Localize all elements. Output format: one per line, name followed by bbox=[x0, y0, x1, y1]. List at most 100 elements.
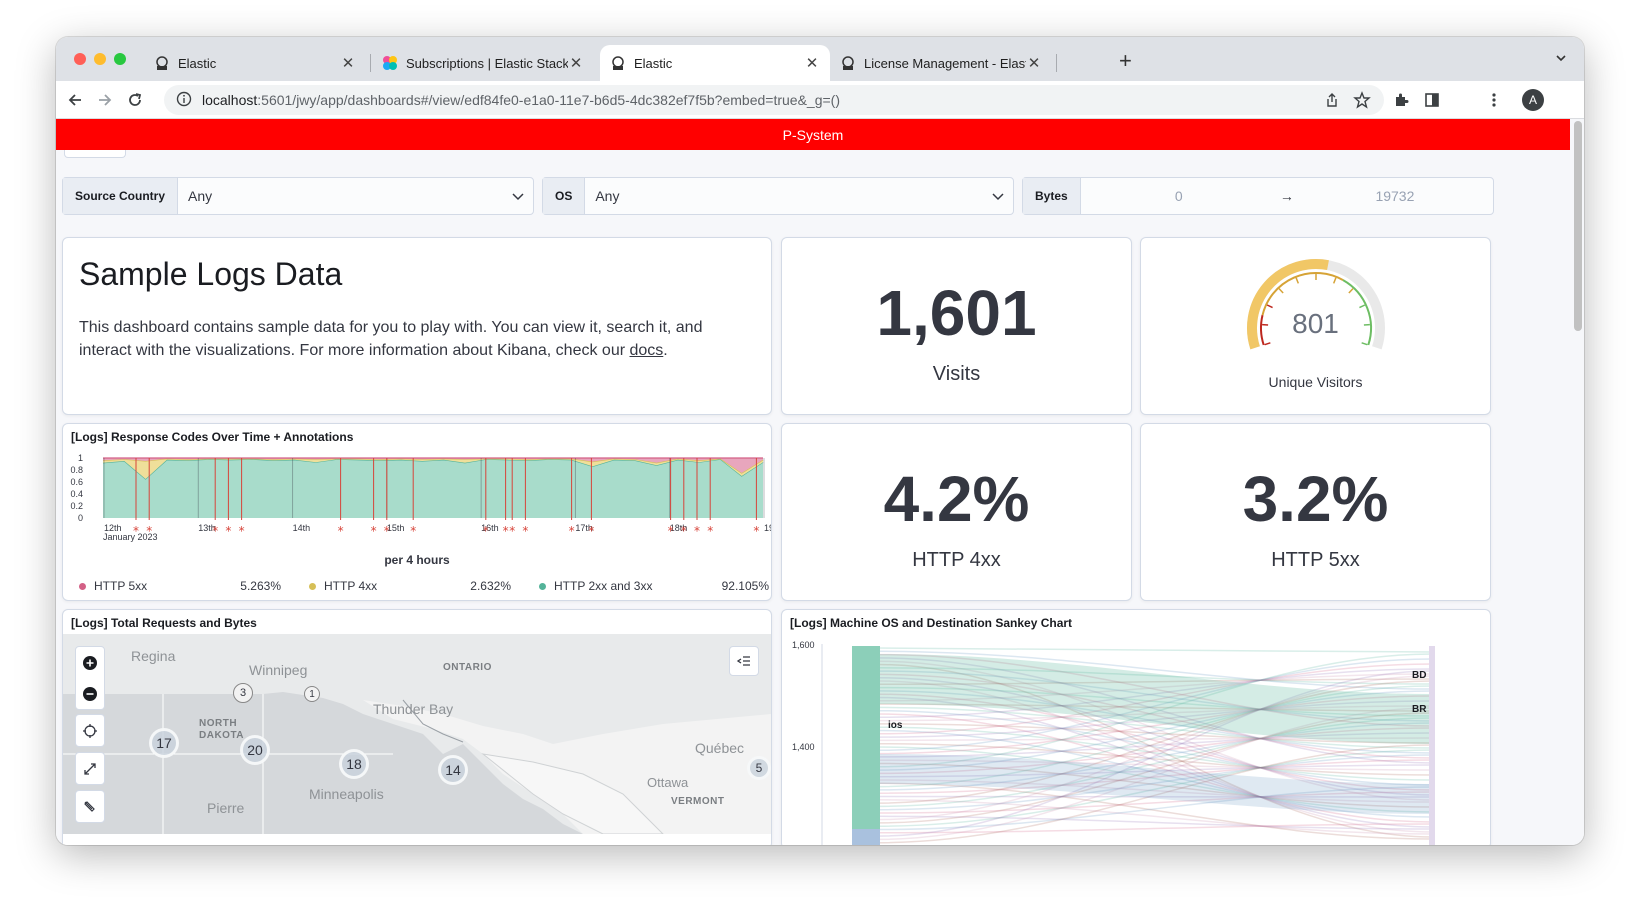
gauge-value: 801 bbox=[1292, 308, 1339, 339]
sankey-link bbox=[877, 742, 1433, 776]
extensions-icon[interactable] bbox=[1391, 90, 1411, 110]
close-tab-icon[interactable]: ✕ bbox=[341, 55, 355, 72]
tab-elastic-1[interactable]: Elastic ✕ bbox=[144, 45, 366, 81]
sankey-link bbox=[877, 700, 1433, 738]
profile-avatar[interactable]: A bbox=[1522, 89, 1544, 111]
bytes-max-input[interactable]: 19732 bbox=[1375, 188, 1415, 204]
sankey-link bbox=[877, 686, 1433, 717]
sankey-right-nodes bbox=[1429, 646, 1435, 845]
page-scrollbar[interactable] bbox=[1574, 121, 1582, 331]
response-codes-panel: [Logs] Response Codes Over Time + Annota… bbox=[62, 423, 772, 601]
map-land bbox=[63, 692, 771, 834]
sankey-link bbox=[877, 653, 1433, 768]
site-info-icon[interactable] bbox=[176, 91, 192, 110]
x-date-label: January 2023 bbox=[103, 532, 158, 542]
sankey-link bbox=[877, 764, 1433, 778]
source-country-value[interactable]: Any bbox=[188, 188, 213, 204]
map-cluster[interactable]: 1 bbox=[304, 686, 320, 702]
sankey-link bbox=[877, 673, 1433, 759]
map-panel: [Logs] Total Requests and Bytes Regina W… bbox=[62, 609, 772, 845]
gauge-tick bbox=[1295, 277, 1300, 284]
tab-elastic-active[interactable]: Elastic ✕ bbox=[600, 45, 830, 81]
sankey-link bbox=[877, 678, 1433, 686]
docs-link[interactable]: docs bbox=[629, 342, 664, 359]
sankey-link bbox=[877, 749, 1433, 827]
chevron-down-icon[interactable] bbox=[1554, 51, 1568, 70]
expand-icon[interactable] bbox=[75, 753, 105, 784]
os-value[interactable]: Any bbox=[595, 188, 620, 204]
address-bar[interactable]: localhost:5601/jwy/app/dashboards#/view/… bbox=[164, 85, 1384, 115]
map-cluster[interactable]: 17 bbox=[149, 728, 179, 758]
http-4xx-metric-panel: 4.2% HTTP 4xx bbox=[781, 423, 1132, 601]
tab-subscriptions[interactable]: Subscriptions | Elastic Stack Pr ✕ bbox=[372, 45, 594, 81]
map-fullscreen bbox=[75, 752, 105, 785]
sankey-link bbox=[877, 795, 1433, 798]
bytes-min-input[interactable]: 0 bbox=[1174, 188, 1183, 204]
zoom-in-icon[interactable] bbox=[75, 647, 105, 678]
zoom-out-icon[interactable] bbox=[75, 678, 105, 709]
forward-icon[interactable] bbox=[94, 89, 116, 111]
gauge-band bbox=[1260, 314, 1265, 346]
crosshair-icon[interactable] bbox=[75, 715, 105, 746]
sankey-title: [Logs] Machine OS and Destination Sankey… bbox=[790, 616, 1073, 630]
response-codes-title: [Logs] Response Codes Over Time + Annota… bbox=[71, 430, 354, 444]
legend-item-http-4xx[interactable]: HTTP 4xx 2.632% bbox=[309, 579, 539, 593]
share-icon[interactable] bbox=[1322, 90, 1342, 110]
y-tick-label: 0.6 bbox=[70, 477, 83, 487]
os-control[interactable]: OS Any bbox=[542, 177, 1014, 215]
sankey-link bbox=[877, 823, 1433, 834]
close-tab-icon[interactable]: ✕ bbox=[805, 55, 819, 72]
close-tab-icon[interactable]: ✕ bbox=[569, 55, 583, 72]
area-series-http-2xx-and-3xx bbox=[103, 459, 763, 518]
maximize-window-button[interactable] bbox=[114, 53, 126, 65]
sankey-link bbox=[877, 667, 1433, 685]
annotation-marker: * bbox=[239, 524, 245, 538]
side-panel-icon[interactable] bbox=[1422, 90, 1442, 110]
map-cluster[interactable]: 3 bbox=[233, 683, 253, 703]
source-country-control[interactable]: Source Country Any bbox=[62, 177, 534, 215]
map-cluster[interactable]: 20 bbox=[240, 735, 270, 765]
sankey-link bbox=[877, 675, 1433, 821]
map-zoom-controls bbox=[75, 646, 105, 710]
sankey-y-tick: 1,600 bbox=[792, 640, 815, 650]
back-icon[interactable] bbox=[64, 89, 86, 111]
bookmark-star-icon[interactable] bbox=[1352, 90, 1372, 110]
sankey-link bbox=[877, 690, 1433, 754]
legend-item-http-5xx[interactable]: HTTP 5xx 5.263% bbox=[79, 579, 309, 593]
sankey-link bbox=[877, 668, 1433, 719]
tab-license-management[interactable]: License Management - Elastic ✕ bbox=[830, 45, 1052, 81]
gauge-tick bbox=[1348, 288, 1354, 294]
draw-tool-icon[interactable] bbox=[75, 791, 105, 822]
sankey-link bbox=[877, 685, 1433, 788]
bytes-control[interactable]: Bytes 0 → 19732 bbox=[1022, 177, 1494, 215]
chevron-down-icon[interactable] bbox=[503, 189, 533, 203]
sankey-link bbox=[877, 727, 1433, 775]
reload-icon[interactable] bbox=[124, 89, 146, 111]
sankey-link bbox=[877, 647, 1433, 653]
map-legend-toggle-icon[interactable] bbox=[729, 646, 759, 676]
sankey-y-tick: 1,400 bbox=[792, 742, 815, 752]
map-canvas[interactable]: Regina Winnipeg ONTARIO Thunder Bay NORT… bbox=[63, 634, 771, 834]
more-menu-icon[interactable] bbox=[1484, 90, 1504, 110]
map-cluster[interactable]: 5 bbox=[747, 756, 771, 780]
minimize-window-button[interactable] bbox=[94, 53, 106, 65]
unique-visitors-gauge-panel: 801 Unique Visitors bbox=[1140, 237, 1491, 415]
chevron-down-icon[interactable] bbox=[983, 189, 1013, 203]
close-window-button[interactable] bbox=[74, 53, 86, 65]
browser-toolbar: localhost:5601/jwy/app/dashboards#/view/… bbox=[56, 81, 1584, 119]
sankey-link bbox=[877, 706, 1433, 749]
close-tab-icon[interactable]: ✕ bbox=[1027, 55, 1041, 72]
legend-item-http-2xx-3xx[interactable]: HTTP 2xx and 3xx 92.105% bbox=[539, 579, 769, 593]
elastic-dev-icon bbox=[840, 55, 856, 71]
arrow-right-icon: → bbox=[1279, 188, 1294, 204]
sankey-link bbox=[877, 762, 1433, 808]
sankey-link bbox=[877, 657, 1433, 764]
new-tab-button[interactable]: + bbox=[1119, 48, 1132, 73]
elastic-logo-icon bbox=[382, 55, 398, 71]
map-cluster[interactable]: 14 bbox=[438, 755, 468, 785]
sankey-chart: 1,600 1,400 ios BD BR bbox=[792, 640, 1435, 845]
annotation-marker: * bbox=[133, 524, 139, 538]
sankey-link bbox=[877, 744, 1433, 844]
sankey-link bbox=[877, 670, 1433, 722]
map-cluster[interactable]: 18 bbox=[339, 749, 369, 779]
